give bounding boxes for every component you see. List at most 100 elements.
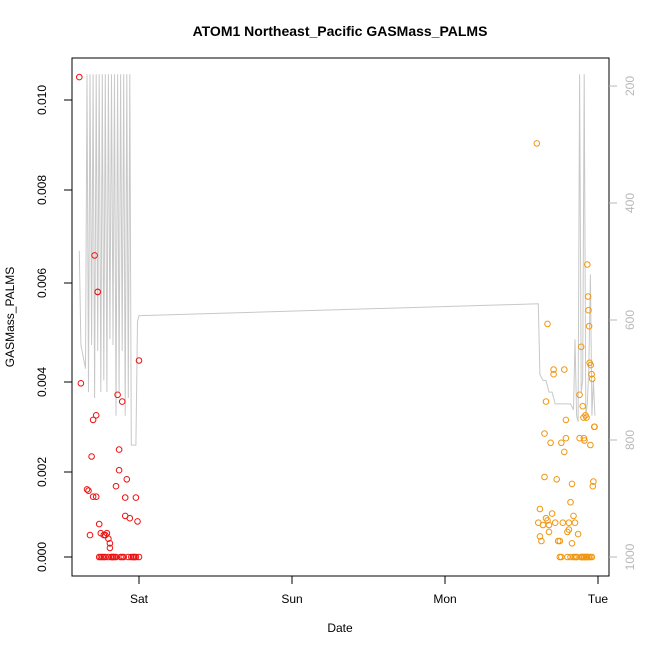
series1-point <box>77 380 85 387</box>
scatter-points-layer <box>76 73 598 561</box>
series1-point <box>89 416 97 424</box>
series1-point <box>105 553 112 561</box>
series2-point <box>567 498 574 506</box>
series2-point <box>545 521 553 529</box>
series2-point <box>561 448 568 456</box>
series2-point <box>571 519 579 527</box>
series1-point <box>94 288 101 296</box>
series2-point <box>573 553 580 561</box>
series1-point <box>106 540 114 547</box>
series1-point <box>106 544 114 552</box>
series2-point <box>562 416 570 424</box>
y-tick-label-5: 0.010 <box>35 85 49 115</box>
series2-point <box>589 482 597 490</box>
series2-point <box>568 480 576 488</box>
series2-point <box>561 366 568 373</box>
series2-point <box>576 391 583 399</box>
series2-point <box>568 540 576 547</box>
x-axis-label: Date <box>327 621 353 635</box>
series2-point <box>587 361 595 369</box>
series2-point <box>570 512 577 520</box>
series2-point <box>550 366 557 373</box>
series2-point <box>562 434 570 442</box>
series2-point <box>544 320 551 328</box>
series1-point <box>132 494 140 501</box>
y2-tick-label-400: 400 <box>623 193 637 213</box>
series2-point <box>574 530 582 538</box>
series1-point <box>132 553 140 561</box>
series2-point <box>584 293 592 300</box>
series1-point <box>89 493 97 501</box>
x-tick-label-sun: Sun <box>281 592 302 606</box>
plot-frame <box>71 57 610 577</box>
series1-point <box>92 412 100 419</box>
series2-point <box>588 370 595 378</box>
series2-point <box>587 441 594 449</box>
y2-tick-label-200: 200 <box>623 76 637 96</box>
series2-point <box>585 306 592 314</box>
series2-point <box>581 437 588 444</box>
y-tick-label-2: 0.004 <box>35 367 49 397</box>
series2-point <box>536 533 544 540</box>
series2-point <box>533 140 541 147</box>
series1-point <box>102 553 109 561</box>
series1-point <box>95 520 103 528</box>
series2-point <box>542 398 550 405</box>
series1-point <box>114 391 121 399</box>
series2-point <box>553 476 561 483</box>
x-axis: Sat Sun Mon Tue <box>130 576 608 606</box>
pressure-line <box>78 74 596 446</box>
series2-point <box>550 370 557 378</box>
series1-point <box>91 252 98 259</box>
series1-point <box>85 487 92 495</box>
pressure-line-layer <box>78 74 596 446</box>
series2-point <box>583 414 590 421</box>
series2-point <box>545 528 553 536</box>
series2-point <box>539 521 547 529</box>
series2-point <box>565 519 573 527</box>
series1-point <box>135 357 143 364</box>
series2-point <box>590 478 597 485</box>
series2-point <box>556 537 564 545</box>
y-axis-left: 0.000 0.002 0.004 0.006 0.008 0.010 <box>35 85 72 572</box>
series1-point <box>126 514 134 522</box>
series2-point <box>577 343 585 351</box>
series1-point <box>123 476 131 483</box>
series1-point <box>76 73 83 81</box>
series2-point <box>588 553 596 561</box>
y2-tick-label-800: 800 <box>623 430 637 450</box>
series2-point <box>559 519 567 527</box>
series1-point <box>92 493 100 501</box>
series1-point <box>86 531 94 539</box>
series2-point <box>579 402 587 410</box>
series2-point <box>558 439 565 447</box>
series2-point <box>591 423 598 431</box>
x-tick-label-sat: Sat <box>130 592 149 606</box>
y-tick-label-4: 0.008 <box>35 175 49 205</box>
y2-tick-label-600: 600 <box>623 310 637 330</box>
series2-point <box>558 553 565 561</box>
series2-point <box>584 261 591 268</box>
series2-point <box>541 430 548 437</box>
series2-point <box>541 473 548 481</box>
series1-point <box>118 398 126 405</box>
y-axis-label: GASMass_PALMS <box>3 267 17 367</box>
series1-point <box>112 482 120 490</box>
series2-point <box>565 526 573 533</box>
series1-point <box>121 494 129 501</box>
series1-point <box>134 518 141 525</box>
series2-point <box>538 537 545 545</box>
y-tick-label-1: 0.002 <box>35 457 49 487</box>
series2-point <box>588 375 596 383</box>
series2-point <box>547 439 554 447</box>
series1-point <box>83 486 91 493</box>
series2-point <box>585 322 593 330</box>
series1-point <box>135 553 143 561</box>
series1-point <box>115 446 123 453</box>
series1-point <box>112 553 120 561</box>
series2-point <box>551 519 559 527</box>
y-tick-label-0: 0.000 <box>35 542 49 572</box>
x-tick-label-mon: Mon <box>433 592 456 606</box>
series2-point <box>544 517 551 524</box>
